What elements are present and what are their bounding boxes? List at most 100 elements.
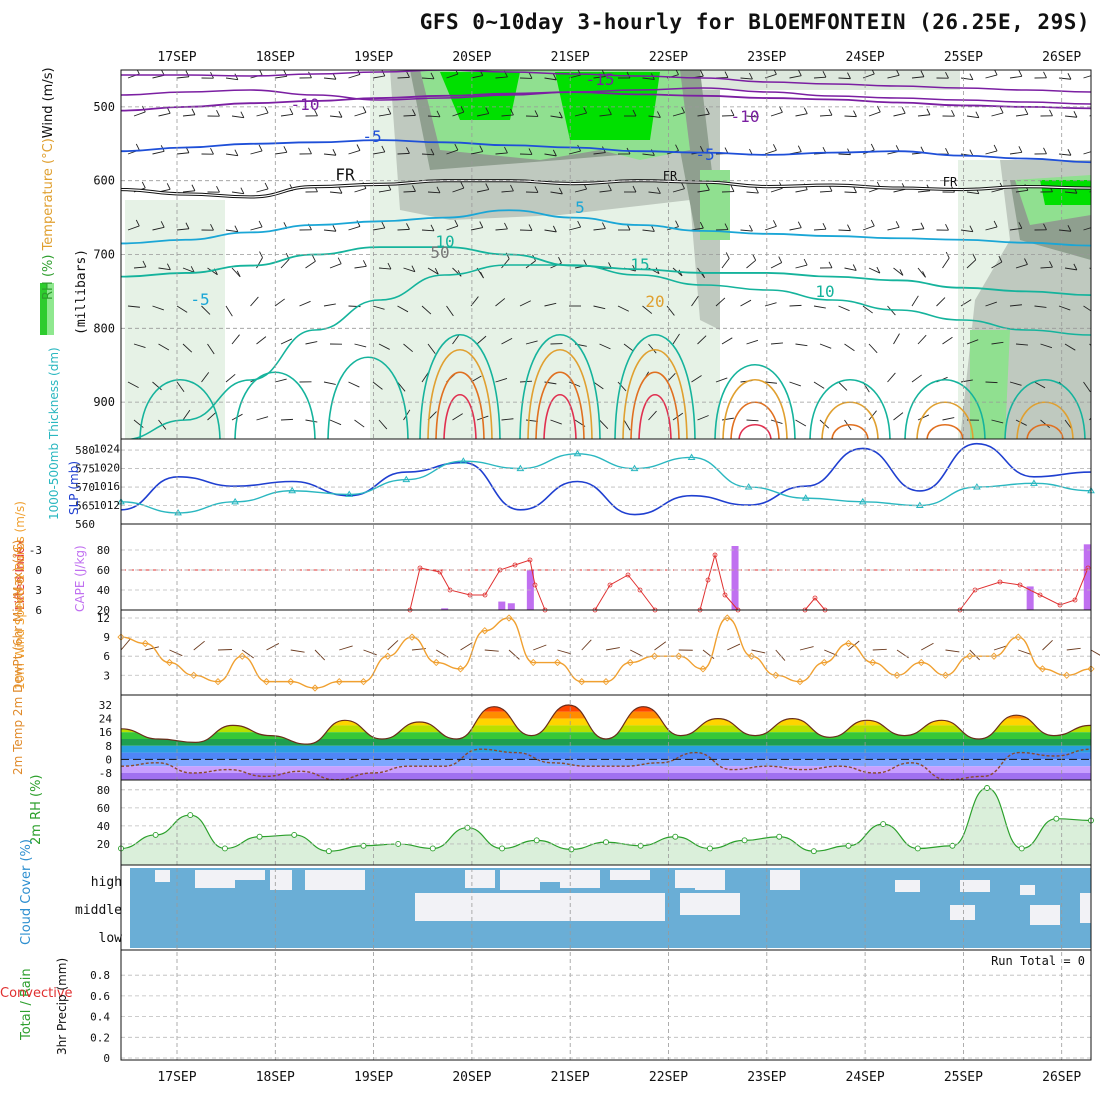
wind-barb (476, 335, 487, 345)
wind-barb (141, 181, 146, 189)
wind-barb (528, 72, 533, 79)
wind10-barb (339, 645, 353, 651)
wind10-point (747, 652, 756, 660)
cloud-gap (465, 870, 495, 888)
wind-barb (972, 253, 977, 261)
top-date-label: 26SEP (1042, 50, 1081, 65)
wind-barb (550, 191, 563, 195)
lifted-index-point (705, 577, 711, 583)
wind-barb (372, 75, 385, 79)
wind-barb (250, 296, 259, 307)
wind-barb (568, 226, 581, 231)
wind-barb (406, 147, 410, 154)
wind-barb (430, 148, 435, 156)
wind-barb (454, 219, 459, 227)
wind-barb (182, 190, 195, 193)
wind-barb (381, 145, 386, 153)
wind10-point (675, 652, 683, 660)
wind-barb (899, 269, 904, 276)
wind-barb (256, 188, 269, 193)
isotherm-line (121, 246, 1091, 296)
wind-barb (495, 298, 506, 307)
precip-legend-convective: Convective (0, 986, 73, 1001)
temp-tick: 0 (105, 753, 112, 766)
cape-bar (1083, 544, 1091, 610)
wind-barb (525, 419, 538, 422)
wind10-barb (630, 649, 643, 657)
wind-barb (862, 305, 873, 314)
contour-line (443, 394, 477, 439)
contour-label: FR (335, 165, 355, 184)
cape-bar (731, 546, 739, 610)
wind-barb (256, 257, 263, 269)
wind-barb (632, 185, 637, 193)
wind-barb (201, 372, 210, 383)
wind10-point (869, 658, 877, 667)
rh2m-point (221, 845, 228, 852)
temp-tick: 16 (99, 726, 112, 739)
wind-barb (1009, 381, 1022, 386)
wind-barb (746, 115, 759, 118)
wind-barb (387, 107, 392, 115)
cloud-gap (270, 870, 292, 890)
wind-barb (574, 188, 587, 193)
wind-barb (476, 113, 489, 117)
wind-barb (991, 261, 1003, 269)
wind-barb (240, 111, 245, 118)
lifted-index-point (997, 579, 1003, 585)
wind-barb (847, 224, 851, 231)
wind-barb (176, 228, 189, 231)
wind-barb (191, 184, 196, 191)
wind-barb (942, 417, 955, 421)
wind-barb (1043, 147, 1047, 154)
wind-barb (715, 377, 728, 383)
wind-barb (348, 74, 361, 79)
wind-barb (969, 225, 974, 232)
wind-barb (1058, 305, 1071, 311)
wind-barb (1015, 113, 1028, 117)
contour-label: 5 (575, 198, 585, 217)
wind-barb (378, 419, 388, 430)
wind10-barb (266, 643, 280, 651)
contour-line (722, 379, 788, 439)
thickness-point (687, 453, 696, 460)
cloud-gap (950, 905, 975, 920)
thickness-point (1030, 479, 1038, 486)
wind-barb (608, 108, 612, 115)
wind-barb (642, 153, 655, 156)
wind-barb (966, 339, 979, 345)
wind-barb (675, 144, 679, 151)
wind-barb (332, 225, 337, 232)
wind-barb (1067, 73, 1072, 80)
wind-barb (926, 108, 931, 115)
cloud-tick: low (99, 931, 123, 946)
precip-tick: 0.4 (90, 1011, 110, 1024)
contour-line (831, 424, 869, 439)
wind-barb (372, 381, 383, 390)
temp-tick: 24 (99, 713, 113, 726)
wind-barb (501, 418, 514, 421)
wind-barb (847, 72, 851, 79)
thickness-point (858, 497, 867, 505)
wind-barb (528, 148, 533, 155)
wind-barb (942, 257, 950, 269)
slp-ylabel: SLP (mb) (67, 461, 81, 515)
wind10-point (287, 677, 295, 686)
rh2m-point (776, 833, 783, 840)
isotherm-line (121, 91, 1091, 112)
temp-band (121, 752, 1091, 760)
wind-barb (770, 262, 782, 269)
rh-tick: 20 (97, 838, 110, 851)
wind-barb (730, 109, 735, 116)
wind10-barb (775, 649, 786, 661)
wind10-barb (896, 649, 909, 659)
contour-label: FR (663, 169, 678, 183)
cloud-tick: middle (75, 903, 122, 918)
wind10-barb (654, 641, 667, 651)
thickness-tick: 580 (75, 444, 95, 457)
wind10-point (481, 627, 489, 635)
wind-barb (504, 222, 508, 230)
rh2m-point (360, 842, 367, 849)
wind-barb (901, 107, 906, 114)
upper-axis-label: RH (%) Temperature (°C)Wind (m/s) (41, 67, 56, 300)
